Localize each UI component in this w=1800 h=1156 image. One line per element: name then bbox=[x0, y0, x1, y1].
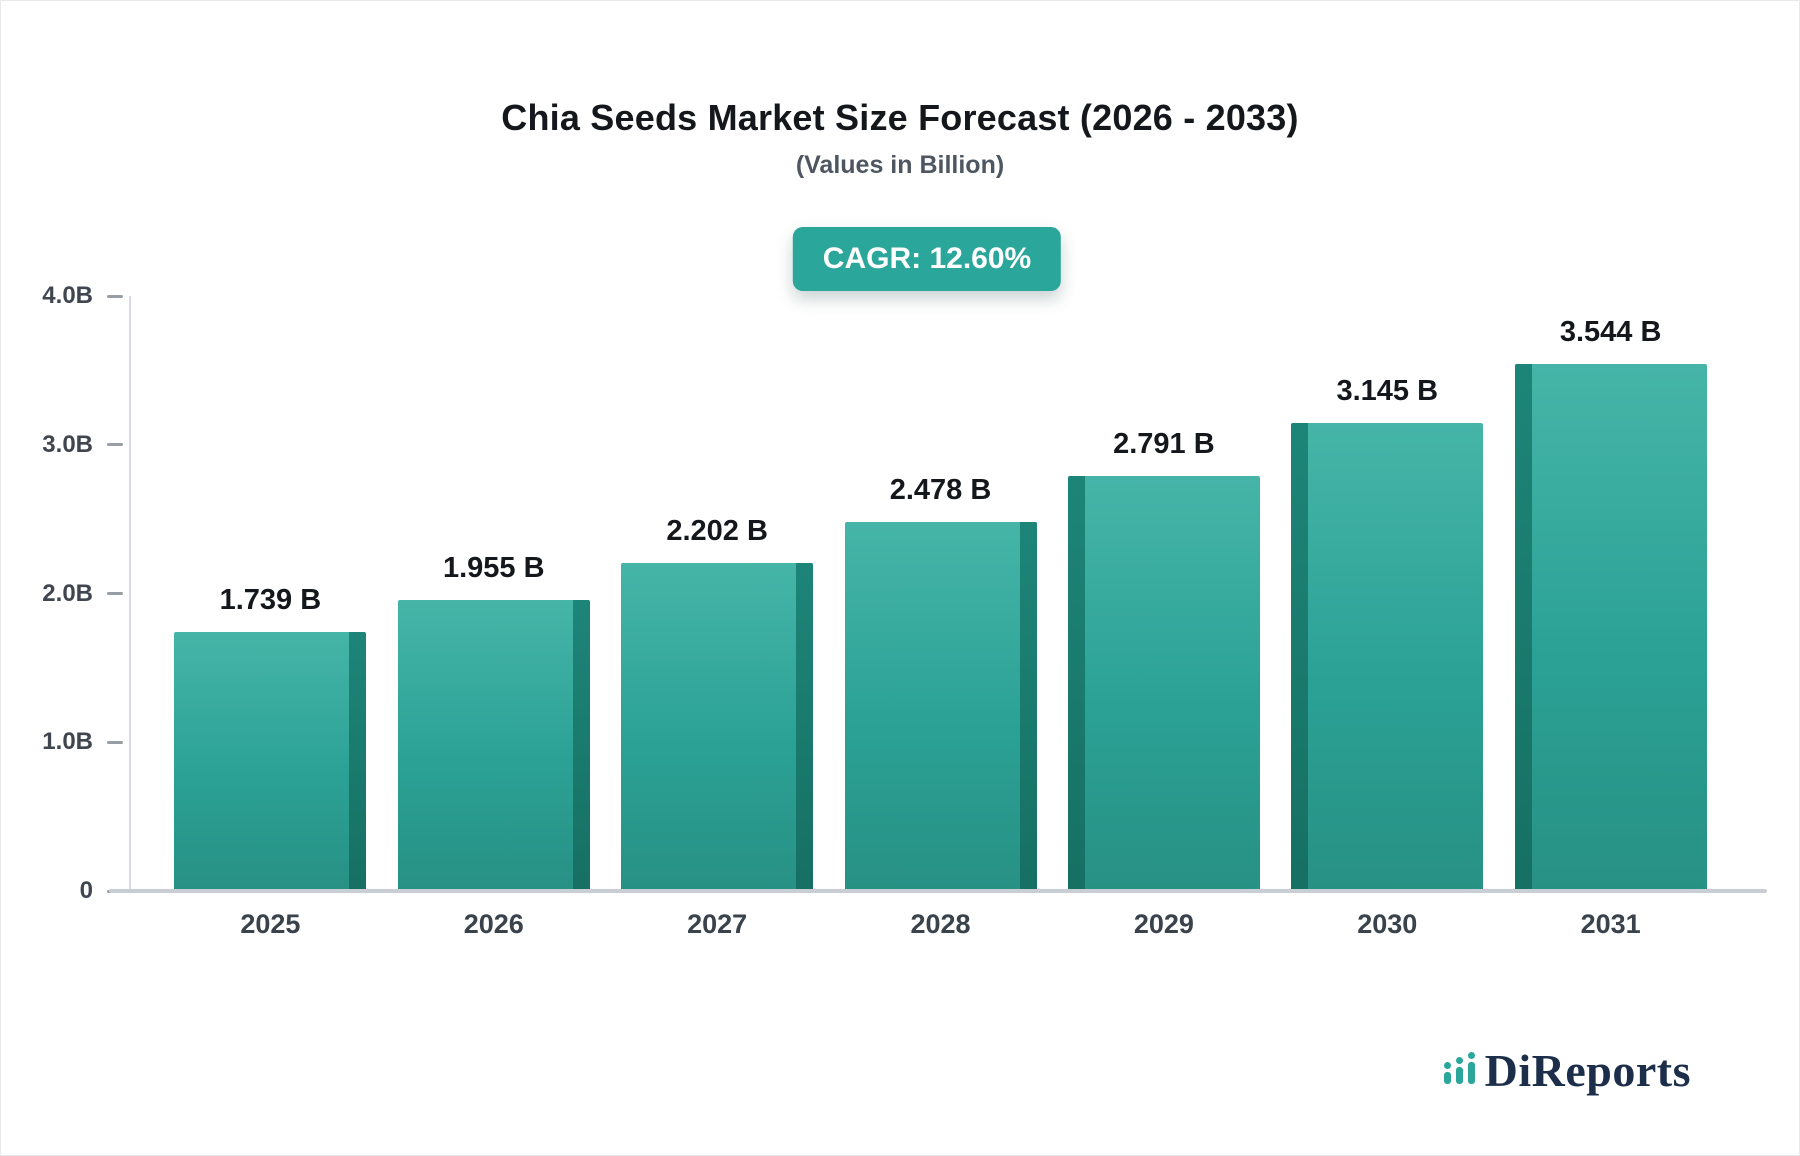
y-axis: 0 1.0B 2.0B 3.0B 4.0B bbox=[1, 282, 123, 904]
bar bbox=[621, 563, 814, 891]
bar bbox=[397, 600, 590, 891]
y-tick-mark bbox=[107, 592, 123, 595]
x-axis-label: 2028 bbox=[910, 909, 971, 939]
page-subtitle: (Values in Billion) bbox=[795, 151, 1005, 179]
bar-group: 1.739 B 2025 bbox=[174, 296, 367, 939]
bar-side-face bbox=[1291, 423, 1309, 891]
bar-side-face bbox=[796, 563, 814, 891]
page-title: Chia Seeds Market Size Forecast (2026 - … bbox=[501, 97, 1299, 138]
y-tick-mark bbox=[107, 294, 123, 298]
y-tick-label: 4.0B bbox=[42, 282, 93, 309]
bar-group: 3.145 B 2030 bbox=[1291, 296, 1484, 939]
bar-value-label: 3.544 B bbox=[1559, 315, 1662, 348]
bar-value-label: 3.145 B bbox=[1336, 375, 1439, 408]
bar-group: 2.478 B 2028 bbox=[844, 296, 1037, 939]
bar-group: 3.544 B 2031 bbox=[1514, 296, 1707, 939]
x-axis-label: 2031 bbox=[1580, 909, 1641, 939]
y-tick-mark bbox=[107, 443, 123, 447]
bar-side-face bbox=[349, 632, 367, 891]
x-axis-label: 2026 bbox=[463, 909, 524, 939]
y-tick: 4.0B bbox=[42, 282, 123, 310]
bar-group: 2.791 B 2029 bbox=[1067, 296, 1260, 939]
bar-side-face bbox=[1019, 522, 1037, 891]
plot-area: 1.739 B 2025 1.955 B 2026 2.202 B 2027 2.478 B… bbox=[129, 296, 1746, 939]
bar-side-face bbox=[1067, 475, 1085, 891]
bar bbox=[1067, 475, 1260, 891]
bar-group: 2.202 B 2027 bbox=[621, 296, 814, 939]
y-tick-label: 2.0B bbox=[42, 579, 93, 607]
y-tick-mark bbox=[107, 740, 123, 744]
bar bbox=[1291, 423, 1484, 891]
bar-group: 1.955 B 2026 bbox=[397, 296, 590, 939]
bar-side-face bbox=[1514, 363, 1532, 891]
bar-value-label: 2.202 B bbox=[666, 515, 768, 548]
cagr-badge: CAGR: 12.60% bbox=[792, 227, 1062, 291]
y-tick-label: 0 bbox=[79, 877, 93, 904]
y-tick: 3.0B bbox=[42, 431, 123, 459]
bar bbox=[174, 632, 367, 891]
x-axis-label: 2027 bbox=[687, 909, 748, 939]
x-axis-label: 2025 bbox=[240, 909, 301, 939]
bar-value-label: 2.478 B bbox=[889, 474, 992, 507]
x-axis-label: 2029 bbox=[1133, 909, 1194, 939]
y-tick: 1.0B bbox=[42, 728, 123, 756]
y-tick: 2.0B bbox=[42, 580, 123, 608]
bar bbox=[844, 522, 1037, 891]
direports-logo: DiReports bbox=[1443, 1044, 1691, 1097]
bars-row: 1.739 B 2025 1.955 B 2026 2.202 B 2027 2.478 B… bbox=[143, 296, 1738, 939]
y-tick-label: 1.0B bbox=[42, 728, 93, 756]
bar-value-label: 1.739 B bbox=[219, 584, 322, 617]
bar bbox=[1514, 363, 1707, 891]
x-axis-line bbox=[109, 889, 1767, 893]
bar-side-face bbox=[572, 600, 590, 891]
y-tick-label: 3.0B bbox=[42, 430, 93, 458]
logo-text: DiReports bbox=[1484, 1045, 1691, 1096]
bar-chart-icon bbox=[1443, 1051, 1475, 1090]
bar-value-label: 2.791 B bbox=[1113, 427, 1215, 460]
x-axis-label: 2030 bbox=[1357, 909, 1418, 939]
bar-value-label: 1.955 B bbox=[442, 552, 545, 585]
